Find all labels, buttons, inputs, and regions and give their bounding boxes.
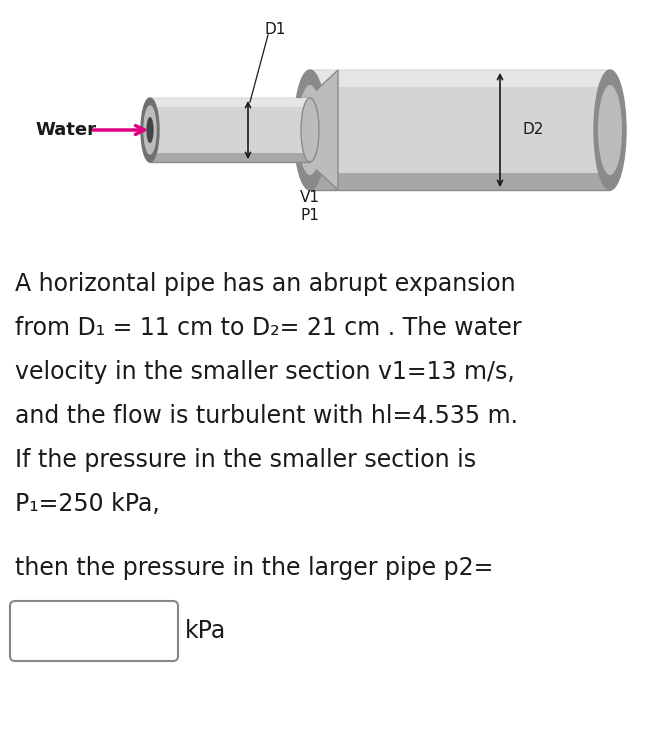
Bar — [310, 70, 610, 190]
Ellipse shape — [301, 98, 319, 162]
Text: and the flow is turbulent with hl=4.535 m.: and the flow is turbulent with hl=4.535 … — [15, 404, 518, 428]
Text: D2: D2 — [522, 122, 544, 137]
Text: V1: V1 — [300, 190, 320, 205]
Ellipse shape — [298, 85, 322, 175]
Text: then the pressure in the larger pipe p2=: then the pressure in the larger pipe p2= — [15, 556, 494, 580]
Ellipse shape — [143, 105, 157, 155]
Ellipse shape — [146, 117, 153, 143]
Text: D1: D1 — [264, 22, 285, 37]
Bar — [150, 153, 310, 162]
Text: kPa: kPa — [185, 619, 226, 643]
Text: Water: Water — [35, 121, 96, 139]
Ellipse shape — [141, 98, 159, 162]
Text: P1: P1 — [301, 208, 319, 223]
Text: If the pressure in the smaller section is: If the pressure in the smaller section i… — [15, 448, 476, 472]
Polygon shape — [308, 70, 338, 190]
Ellipse shape — [594, 70, 626, 190]
Bar — [310, 173, 610, 190]
Text: from D₁ = 11 cm to D₂= 21 cm . The water: from D₁ = 11 cm to D₂= 21 cm . The water — [15, 316, 522, 340]
Bar — [310, 70, 610, 87]
Text: A horizontal pipe has an abrupt expansion: A horizontal pipe has an abrupt expansio… — [15, 272, 516, 296]
Bar — [150, 98, 310, 107]
FancyBboxPatch shape — [10, 601, 178, 661]
Ellipse shape — [294, 70, 326, 190]
Text: velocity in the smaller section v1=13 m/s,: velocity in the smaller section v1=13 m/… — [15, 360, 515, 384]
Ellipse shape — [598, 85, 622, 175]
Bar — [150, 98, 310, 162]
Text: P₁=250 kPa,: P₁=250 kPa, — [15, 492, 160, 516]
